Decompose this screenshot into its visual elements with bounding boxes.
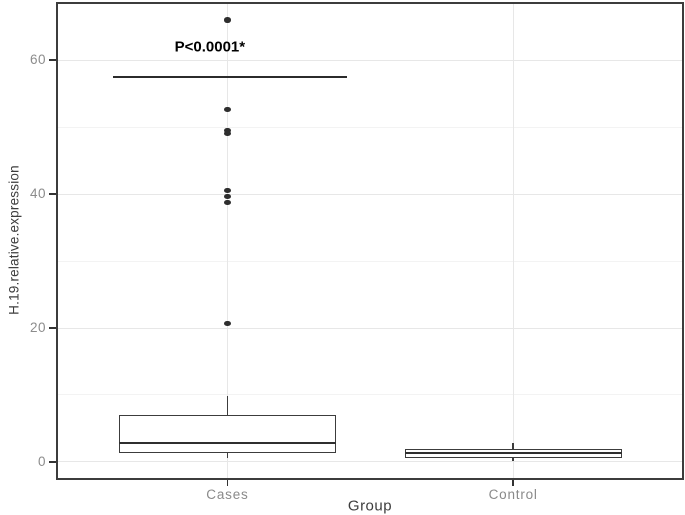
outlier-point [224, 320, 231, 326]
significance-annotation: P<0.0001* [174, 38, 246, 56]
box-cases [119, 415, 336, 454]
y-tick-mark [49, 327, 56, 329]
outlier-point [224, 127, 231, 134]
median-line [119, 441, 336, 445]
outlier-point [224, 193, 231, 199]
x-tick-label: Cases [206, 487, 249, 502]
median-line [404, 451, 622, 455]
y-tick-mark [49, 59, 56, 61]
significance-line [113, 75, 348, 78]
grid-minor-h [56, 126, 684, 128]
y-tick-label: 40 [29, 186, 46, 202]
grid-major-h [56, 327, 684, 329]
x-axis-title: Group [347, 497, 393, 515]
grid-minor-h [56, 394, 684, 396]
lower-whisker [512, 457, 514, 461]
outlier-point [224, 106, 231, 112]
y-tick-label: 0 [37, 453, 46, 469]
upper-whisker [226, 395, 229, 416]
grid-major-v [512, 2, 514, 480]
grid-major-h [56, 193, 684, 195]
grid-minor-h [56, 260, 684, 262]
upper-whisker [512, 443, 514, 450]
y-tick-mark [49, 461, 56, 463]
lower-whisker [226, 453, 229, 458]
outlier-point [224, 17, 231, 23]
outlier-point [224, 130, 231, 136]
grid-major-h [56, 59, 684, 61]
y-tick-mark [49, 193, 56, 195]
y-tick-label: 20 [29, 320, 46, 336]
x-tick-mark [226, 480, 229, 486]
grid-major-h [56, 461, 684, 463]
grid-major-v [226, 2, 228, 480]
x-tick-label: Control [488, 487, 538, 502]
outlier-point [224, 187, 231, 193]
x-tick-mark [512, 480, 514, 486]
plot-panel [56, 2, 684, 480]
outlier-point [224, 200, 231, 206]
y-tick-label: 60 [29, 52, 46, 68]
